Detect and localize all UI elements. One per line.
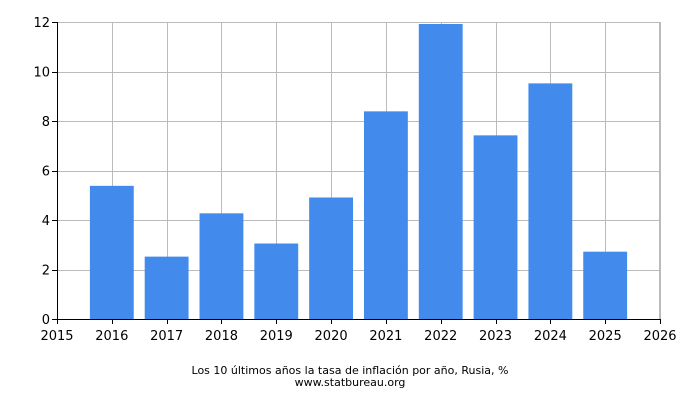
y-tick-label: 12	[33, 16, 50, 31]
bar-2017	[144, 256, 189, 319]
x-tick-label: 2019	[260, 329, 293, 344]
x-tick-label: 2025	[589, 329, 622, 344]
x-tick-label: 2018	[205, 329, 238, 344]
x-tick-label: 2015	[40, 329, 73, 344]
y-tick-label: 6	[42, 165, 50, 180]
y-tick-label: 0	[42, 313, 50, 328]
x-tick-label: 2020	[315, 329, 348, 344]
x-tick-label: 2017	[150, 329, 183, 344]
bar-2022	[418, 23, 463, 319]
x-tick-label: 2022	[424, 329, 457, 344]
y-tick-label: 8	[42, 115, 50, 130]
bar-2021	[363, 111, 408, 319]
y-tick-label: 4	[42, 214, 50, 229]
y-tick-label: 10	[33, 66, 50, 81]
bar-2024	[528, 83, 573, 319]
tick-labels-layer: 0 2 4 6 8 10 12 2015 2016 2017 2018 2019 2020 2021 202…	[33, 16, 676, 344]
chart-caption-title: Los 10 últimos años la tasa de inflación…	[191, 364, 509, 377]
bar-2019	[254, 243, 299, 319]
chart-caption-source: www.statbureau.org	[294, 376, 406, 389]
bar-2016	[89, 185, 134, 319]
x-tick-label: 2021	[369, 329, 402, 344]
bars-layer	[89, 23, 628, 319]
bar-2018	[199, 213, 244, 319]
inflation-bar-chart: 0 2 4 6 8 10 12 2015 2016 2017 2018 2019 2020 2021 202…	[33, 16, 676, 344]
x-tick-label: 2016	[95, 329, 128, 344]
x-tick-label: 2023	[479, 329, 512, 344]
bar-2025	[583, 251, 628, 319]
bar-2020	[309, 197, 354, 319]
x-tick-label: 2024	[534, 329, 567, 344]
bar-2023	[473, 135, 518, 319]
x-tick-label: 2026	[643, 329, 676, 344]
y-tick-label: 2	[42, 264, 50, 279]
axes-layer	[52, 22, 661, 324]
